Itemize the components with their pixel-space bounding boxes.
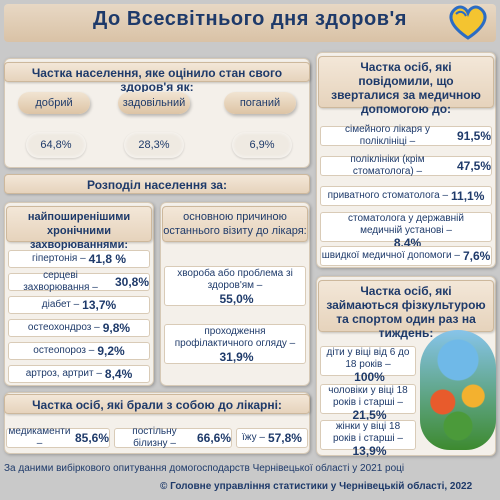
medical-help-state-dentist: стоматолога у державній медичній установ… [320, 212, 492, 249]
source-note: За даними вибіркового опитування домогос… [4, 463, 405, 474]
healthy-food-image [420, 330, 496, 450]
visit-reason-illness: хвороба або проблема зі здоров'ям –55,0% [164, 266, 306, 306]
sport-children: діти у віці від 6 до 18 років –100% [320, 346, 416, 383]
chronic-row-arthrosis: артроз, артрит –8,4% [8, 365, 150, 383]
heart-logo-icon [449, 5, 487, 40]
rating-satisfactory-label: задовільний [118, 92, 190, 114]
medical-help-private-dentist: приватного стоматолога –11,1% [320, 186, 492, 206]
distribution-header: Розподіл населення за: [4, 174, 310, 194]
chronic-row-diabetes: діабет –13,7% [8, 296, 150, 314]
chronic-row-osteochondrosis: остеохондроз –9,8% [8, 319, 150, 337]
chronic-row-hypertension: гіпертонія –41,8 % [8, 250, 150, 268]
rating-poor-label: поганий [224, 92, 296, 114]
chronic-row-osteoporosis: остеопороз –9,2% [8, 342, 150, 360]
chronic-diseases-header: найпоширенішими хронічними захворюванням… [6, 206, 152, 251]
brought-food: їжу –57,8% [236, 428, 308, 448]
brought-header: Частка осіб, які брали з собою до лікарн… [4, 394, 310, 414]
rating-good-value: 64,8% [26, 132, 86, 158]
medical-help-ambulance: швидкої медичної допомоги –7,6% [320, 246, 492, 266]
copyright-note: © Головне управління статистики у Чернів… [160, 481, 473, 492]
page-title: До Всесвітнього дня здоров'я [93, 8, 407, 30]
rating-good-label: добрий [18, 92, 90, 114]
rating-poor-value: 6,9% [232, 132, 292, 158]
health-assessment-header: Частка населення, яке оцінило стан свого… [4, 62, 310, 94]
visit-reason-checkup: проходження профілактичного огляду –31,9… [164, 324, 306, 364]
brought-bedding: постільну білизну –66,6% [114, 426, 232, 449]
title-bar [4, 4, 496, 42]
brought-medicine: медикаменти –85,6% [6, 426, 110, 449]
visit-reason-header: основною причиною останнього візиту до л… [162, 206, 308, 242]
medical-help-polyclinic: поліклініки (крім стоматолога) –47,5% [320, 154, 492, 177]
medical-help-header: Частка осіб, які повідомили, що звертали… [318, 56, 494, 116]
sport-men: чоловіки у віці 18 років і старші –21,5% [320, 384, 416, 421]
medical-help-family-doctor: сімейного лікаря у поліклініці –91,5% [320, 124, 492, 147]
rating-satisfactory-value: 28,3% [124, 132, 184, 158]
sport-header: Частка осіб, які займаються фізкультурою… [318, 280, 494, 340]
sport-women: жінки у віці 18 років і старші –13,9% [320, 420, 416, 457]
chronic-row-heart: серцеві захворювання –30,8% [8, 270, 150, 293]
